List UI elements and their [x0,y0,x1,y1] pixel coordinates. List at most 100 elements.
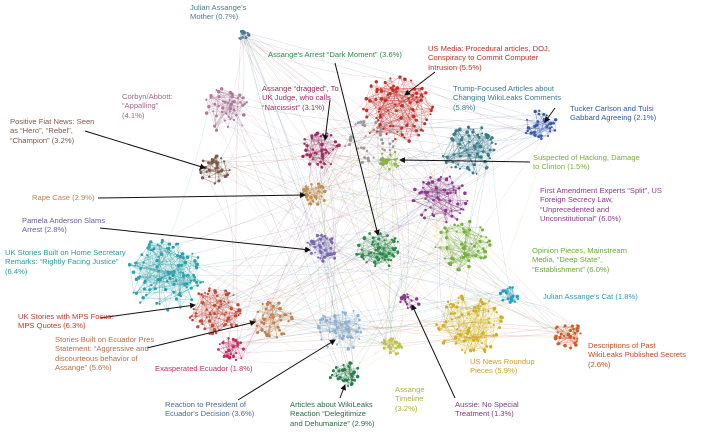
edge [472,127,552,338]
node [535,123,539,127]
edge [350,137,390,347]
edge [263,145,340,324]
node [176,254,180,258]
node [320,165,324,169]
edge [379,87,398,109]
edge [209,293,228,313]
node [481,247,485,250]
node [326,150,329,153]
edge [322,154,335,347]
node [343,311,348,315]
node [158,277,162,282]
node [181,271,185,275]
edge [151,256,181,286]
node [208,175,211,178]
edge [438,319,453,329]
edge [437,192,466,204]
label-line: Assange” (5.6%) [55,363,112,373]
edge [233,347,354,364]
node [463,201,468,206]
node [322,314,325,317]
node [465,149,468,152]
edge [242,33,383,162]
edge [477,305,497,335]
node [153,287,157,291]
node [319,321,322,324]
node [378,232,382,236]
node [212,110,215,113]
edge [324,236,387,259]
node [155,258,159,263]
node [237,308,241,312]
edge [426,183,458,220]
node [378,107,381,111]
node [495,311,498,314]
edge [445,227,481,229]
label-line: discourteous behavior of [55,353,138,363]
node [513,300,517,303]
node [232,118,236,122]
cluster-label: Exasperated Ecuador (1.8%) [155,364,253,373]
edge [573,328,576,344]
edge [210,97,551,130]
node [262,321,266,325]
edge [380,100,422,118]
edge [366,98,409,118]
edge [476,320,502,339]
edge [436,188,448,194]
node [210,323,215,328]
edge [319,238,402,298]
node [234,338,238,343]
edge [215,155,483,344]
label-line: “Establishment” (6.0%) [532,264,610,274]
edge [218,96,239,99]
label-line: Intrusion (5.5%) [428,62,482,72]
node [134,264,137,267]
node [324,318,328,323]
node [466,199,469,202]
node [303,142,306,145]
node [454,191,457,194]
node [405,302,409,306]
node [456,327,459,331]
edge [149,245,272,316]
node [446,191,450,196]
node [290,317,294,321]
node [263,330,267,334]
node [304,148,308,152]
node [424,197,427,200]
label-line: Aussie: No Special [455,400,519,409]
node [357,147,360,150]
node [552,121,556,125]
node [228,98,231,101]
node [459,212,462,215]
node [379,87,382,90]
edge [361,240,385,250]
edge [237,326,558,344]
node [356,121,360,125]
node [178,254,183,259]
edge [324,236,332,255]
node [376,258,381,262]
node [419,98,423,102]
edge [158,256,166,290]
node [464,351,466,354]
node [278,306,282,311]
node [315,196,318,199]
node [471,130,475,134]
node [539,134,543,138]
node [492,323,495,327]
node [559,332,563,336]
node [348,138,353,142]
edge [404,120,417,138]
node [441,341,446,345]
edge [232,290,504,347]
node [356,366,360,370]
edge [459,144,477,175]
node [327,152,330,155]
edge [267,306,274,335]
edge [366,91,397,111]
node [342,364,345,367]
node [352,371,356,375]
edge [322,236,330,256]
